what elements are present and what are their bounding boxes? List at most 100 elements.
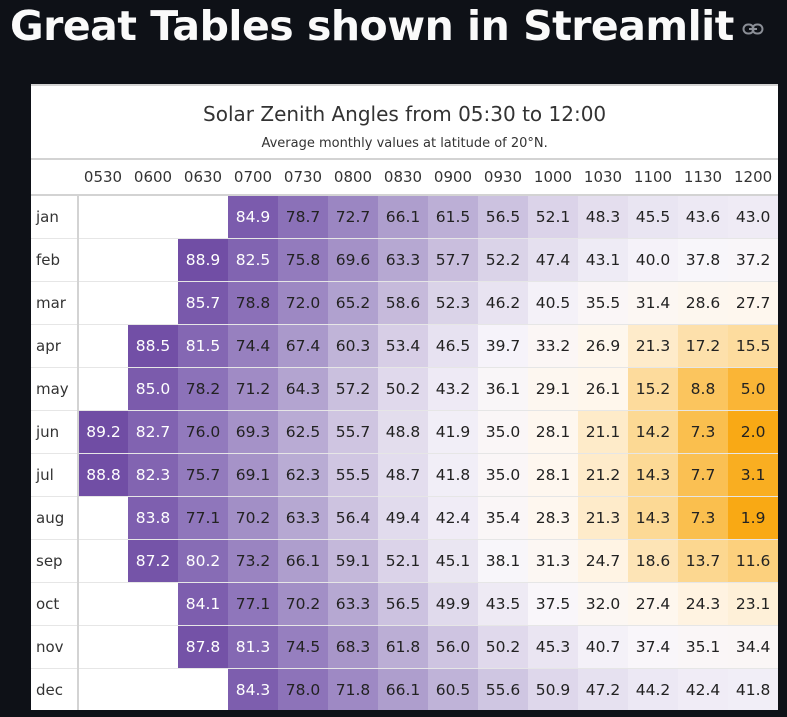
table-cell: 37.2 (728, 238, 778, 282)
table-row: feb 88.9 82.5 75.8 69.6 63.3 57.7 52.2 47.4 43.1 4… (31, 238, 778, 282)
table-cell (78, 496, 128, 540)
table-cell: 68.3 (328, 625, 378, 669)
table-cell: 52.1 (528, 195, 578, 239)
table-cell: 17.2 (678, 324, 728, 368)
table-cell: 61.5 (428, 195, 478, 239)
table-cell (128, 238, 178, 282)
table-row: jan 84.9 78.7 72.7 66.1 61.5 56.5 52.1 48.3 45.5 4… (31, 195, 778, 239)
table-cell: 41.8 (728, 668, 778, 710)
table-cell: 55.6 (478, 668, 528, 710)
table-cell: 87.2 (128, 539, 178, 583)
table-cell (178, 195, 228, 239)
table-cell: 14.3 (628, 453, 678, 497)
table-cell: 46.2 (478, 281, 528, 325)
table-cell: 71.2 (228, 367, 278, 411)
solar-zenith-table: Solar Zenith Angles from 05:30 to 12:00 … (31, 84, 778, 710)
table-cell: 56.5 (478, 195, 528, 239)
row-label: mar (31, 281, 79, 325)
table-cell: 42.4 (428, 496, 478, 540)
table-cell: 27.7 (728, 281, 778, 325)
link-icon[interactable] (742, 22, 764, 36)
table-cell: 66.1 (378, 668, 428, 710)
table-row: oct 84.1 77.1 70.2 63.3 56.5 49.9 43.5 37.5 32.0 2… (31, 582, 778, 626)
column-header: 0900 (428, 159, 478, 196)
table-cell: 23.1 (728, 582, 778, 626)
table-cell: 77.1 (178, 496, 228, 540)
table-cell: 84.1 (178, 582, 228, 626)
table-cell: 82.5 (228, 238, 278, 282)
table-cell: 26.9 (578, 324, 628, 368)
table-cell: 47.2 (578, 668, 628, 710)
table-cell (128, 582, 178, 626)
table-cell: 89.2 (78, 410, 128, 454)
table-cell: 88.5 (128, 324, 178, 368)
table-cell: 43.6 (678, 195, 728, 239)
row-label: oct (31, 582, 79, 626)
table-cell (128, 195, 178, 239)
table-cell: 28.3 (528, 496, 578, 540)
table-cell: 62.5 (278, 410, 328, 454)
table-cell: 24.3 (678, 582, 728, 626)
table-cell: 85.7 (178, 281, 228, 325)
table-cell: 78.2 (178, 367, 228, 411)
table-cell: 15.2 (628, 367, 678, 411)
table-cell: 31.4 (628, 281, 678, 325)
table-cell: 63.3 (278, 496, 328, 540)
table-cell (78, 539, 128, 583)
table-cell: 52.2 (478, 238, 528, 282)
table-cell: 84.3 (228, 668, 278, 710)
table-row: jul 88.8 82.3 75.7 69.1 62.3 55.5 48.7 41.8 35.0 2… (31, 453, 778, 497)
table-cell: 35.0 (478, 410, 528, 454)
table-cell: 7.3 (678, 496, 728, 540)
table-cell: 41.8 (428, 453, 478, 497)
column-header: 1200 (728, 159, 778, 196)
table-cell: 49.9 (428, 582, 478, 626)
table-cell: 57.2 (328, 367, 378, 411)
table-cell: 35.5 (578, 281, 628, 325)
page-header: Great Tables shown in Streamlit (10, 0, 764, 52)
table-cell: 52.1 (378, 539, 428, 583)
table-cell: 55.7 (328, 410, 378, 454)
table-cell: 57.7 (428, 238, 478, 282)
table-cell: 31.3 (528, 539, 578, 583)
table-cell: 76.0 (178, 410, 228, 454)
table-cell: 35.0 (478, 453, 528, 497)
table-row: sep 87.2 80.2 73.2 66.1 59.1 52.1 45.1 38.1 31.3 2… (31, 539, 778, 583)
table-cell: 5.0 (728, 367, 778, 411)
stub-header (31, 159, 78, 196)
table-cell: 8.8 (678, 367, 728, 411)
table-cell: 50.9 (528, 668, 578, 710)
table-cell: 7.3 (678, 410, 728, 454)
table-cell (128, 625, 178, 669)
table-cell: 48.7 (378, 453, 428, 497)
table-cell (78, 668, 128, 710)
column-header: 1130 (678, 159, 728, 196)
table-cell (78, 324, 128, 368)
column-header: 0530 (78, 159, 128, 196)
table-cell (128, 668, 178, 710)
row-label: dec (31, 668, 79, 710)
table-cell: 11.6 (728, 539, 778, 583)
table-cell: 40.5 (528, 281, 578, 325)
table-cell: 82.7 (128, 410, 178, 454)
column-header-row: 0530 0600 0630 0700 0730 0800 0830 0900 0930 1000… (31, 159, 778, 196)
table-cell: 45.3 (528, 625, 578, 669)
table-body: jan 84.9 78.7 72.7 66.1 61.5 56.5 52.1 48.3 45.5 4… (31, 195, 778, 710)
table-cell: 49.4 (378, 496, 428, 540)
table-cell: 88.9 (178, 238, 228, 282)
table-cell: 75.7 (178, 453, 228, 497)
table-cell: 38.1 (478, 539, 528, 583)
row-label: may (31, 367, 79, 411)
table-cell: 60.5 (428, 668, 478, 710)
table-cell: 34.4 (728, 625, 778, 669)
table-cell: 21.2 (578, 453, 628, 497)
table-cell: 18.6 (628, 539, 678, 583)
table-cell: 80.2 (178, 539, 228, 583)
table-cell: 1.9 (728, 496, 778, 540)
table-cell: 27.4 (628, 582, 678, 626)
table-cell: 56.4 (328, 496, 378, 540)
table-cell: 62.3 (278, 453, 328, 497)
table-cell: 15.5 (728, 324, 778, 368)
table-cell: 43.5 (478, 582, 528, 626)
table-cell: 66.1 (378, 195, 428, 239)
